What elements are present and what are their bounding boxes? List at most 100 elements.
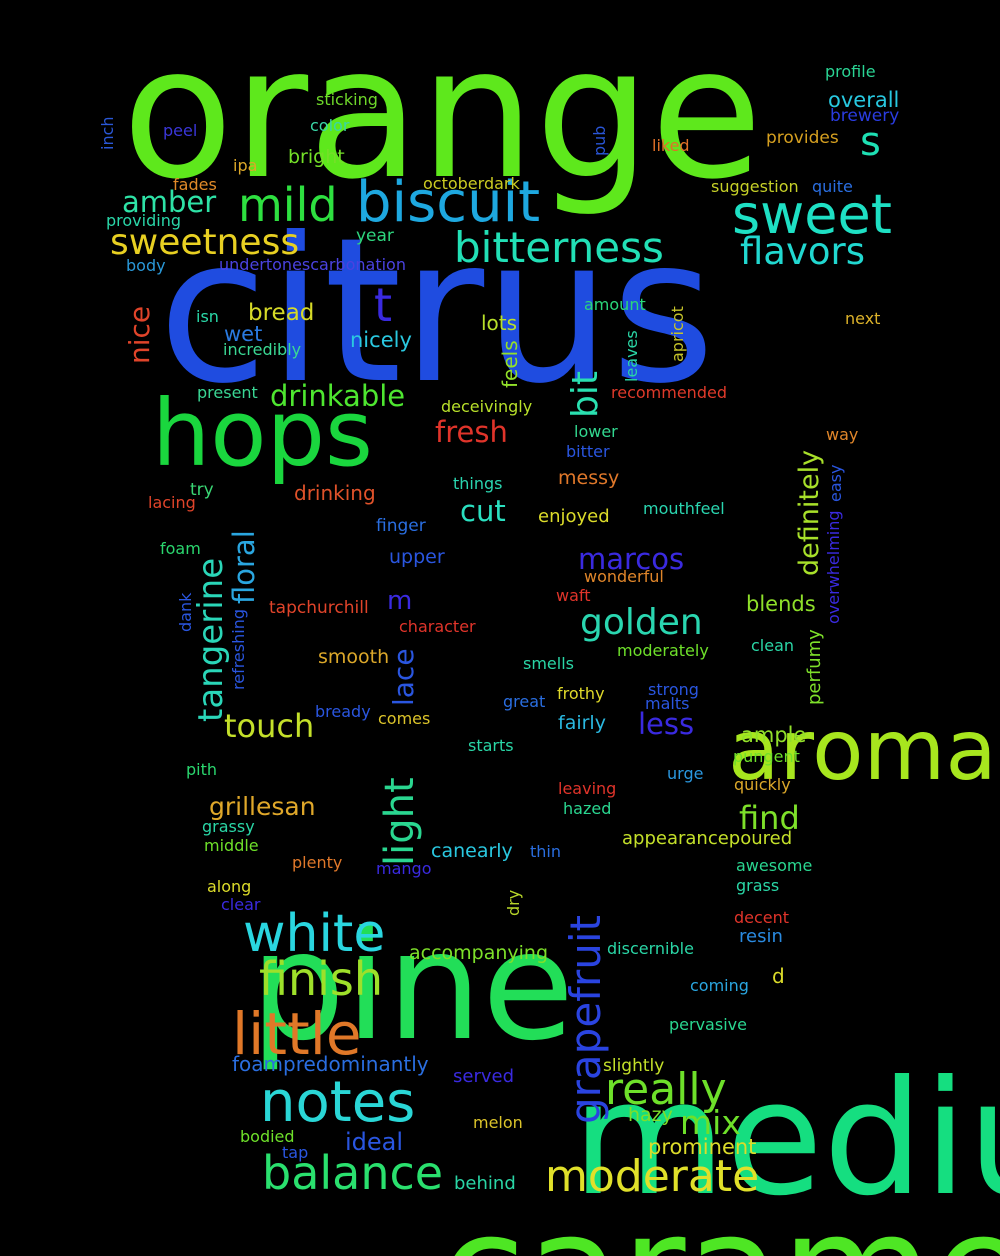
word-aroma: aroma [728, 701, 997, 799]
word-served: served [453, 1066, 515, 1087]
word-octoberdark: octoberdark [423, 174, 520, 193]
word-way: way [826, 425, 859, 444]
word-finish: finish [259, 952, 384, 1006]
word-definitely: definitely [794, 449, 825, 576]
word-biscuit: biscuit [356, 170, 541, 235]
word-notes: notes [260, 1070, 416, 1135]
word-color: color [310, 116, 350, 135]
word-drinkable: drinkable [270, 379, 406, 413]
word-messy: messy [558, 467, 620, 489]
word-tap: tap [282, 1143, 309, 1162]
word-less: less [638, 707, 695, 741]
word-resin: resin [739, 926, 783, 947]
word-waft: waft [556, 586, 591, 605]
word-bit: bit [565, 371, 606, 418]
word-pine: pine [250, 900, 575, 1074]
word-isn: isn [196, 307, 219, 326]
word-amount: amount [584, 295, 646, 314]
word-provides: provides [766, 128, 839, 148]
word-upper: upper [389, 546, 445, 568]
word-pervasive: pervasive [669, 1015, 747, 1034]
word-wonderful: wonderful [584, 567, 664, 586]
word-wet: wet [224, 322, 263, 346]
word-bitter: bitter [566, 442, 610, 461]
word-really: really [605, 1064, 727, 1115]
word-drinking: drinking [294, 481, 376, 505]
word-sweet: sweet [732, 183, 892, 246]
word-comes: comes [378, 709, 431, 728]
word-great: great [503, 692, 546, 711]
word-s: s [860, 119, 881, 165]
word-hops: hops [152, 380, 373, 487]
word-marcos: marcos [578, 542, 685, 576]
word-clean: clean [751, 636, 795, 655]
word-foampredominantly: foampredominantly [232, 1052, 429, 1076]
word-touch: touch [224, 707, 315, 745]
word-sticking: sticking [316, 90, 378, 109]
word-pungent: pungent [733, 747, 800, 766]
word-thin: thin [530, 842, 561, 861]
word-flavors: flavors [740, 230, 866, 273]
word-fresh: fresh [435, 415, 508, 449]
word-nicely: nicely [350, 328, 412, 352]
word-ideal: ideal [345, 1128, 404, 1156]
word-awesome: awesome [736, 856, 813, 875]
word-overall: overall [828, 88, 900, 112]
word-frothy: frothy [557, 684, 605, 703]
word-smells: smells [523, 654, 574, 673]
word-discernible: discernible [607, 939, 694, 958]
word-tapchurchill: tapchurchill [269, 598, 369, 618]
word-citrus: citrus [158, 195, 716, 428]
word-hazed: hazed [563, 799, 612, 818]
word-medium[interactable]: medium [572, 1047, 1000, 1231]
word-smooth: smooth [318, 646, 390, 668]
word-d: d [772, 964, 785, 988]
word-malts: malts [645, 694, 690, 713]
word-starts: starts [468, 736, 514, 755]
word-bready: bready [315, 702, 371, 721]
word-floral: floral [227, 530, 261, 604]
word-mouthfeel: mouthfeel [643, 499, 725, 518]
word-pith: pith [186, 760, 218, 779]
word-recommended: recommended [611, 383, 727, 402]
word-mango: mango [376, 859, 432, 878]
word-lacing: lacing [148, 493, 196, 512]
word-inch: inch [98, 116, 117, 150]
word-brewery: brewery [830, 106, 900, 126]
word-feels: feels [498, 340, 522, 388]
word-white: white [243, 904, 386, 964]
word-pub: pub [590, 125, 609, 156]
word-lace: lace [387, 648, 420, 706]
word-providing: providing [106, 211, 181, 230]
word-prominent: prominent [648, 1135, 757, 1159]
word-accompanying: accompanying [409, 942, 549, 964]
word-grassy: grassy [202, 817, 255, 836]
word-foam: foam [160, 539, 201, 558]
word-decent: decent [734, 908, 790, 927]
word-grillesan: grillesan [209, 792, 316, 821]
word-little: little [232, 1000, 362, 1068]
word-find: find [739, 799, 800, 837]
word-lots: lots [481, 311, 518, 335]
word-try: try [190, 480, 214, 500]
word-refreshing: refreshing [229, 609, 248, 690]
word-mild: mild [238, 178, 338, 232]
word-body: body [126, 256, 166, 275]
word-bitterness: bitterness [454, 223, 664, 272]
word-amber: amber [122, 185, 217, 219]
word-easy: easy [826, 464, 845, 502]
word-light: light [377, 777, 423, 866]
word-incredibly: incredibly [223, 340, 302, 359]
word-perfumy: perfumy [804, 629, 825, 705]
word-cut: cut [460, 494, 506, 528]
word-leaves: leaves [622, 330, 641, 382]
word-melon: melon [473, 1113, 523, 1132]
word-quite: quite [812, 177, 853, 196]
word-apricot: apricot [668, 306, 687, 362]
word-bread: bread [248, 300, 315, 326]
word-grapefruit: grapefruit [561, 915, 610, 1124]
word-tangerine: tangerine [191, 557, 231, 722]
word-canearly: canearly [431, 840, 513, 862]
word-things: things [453, 474, 503, 493]
